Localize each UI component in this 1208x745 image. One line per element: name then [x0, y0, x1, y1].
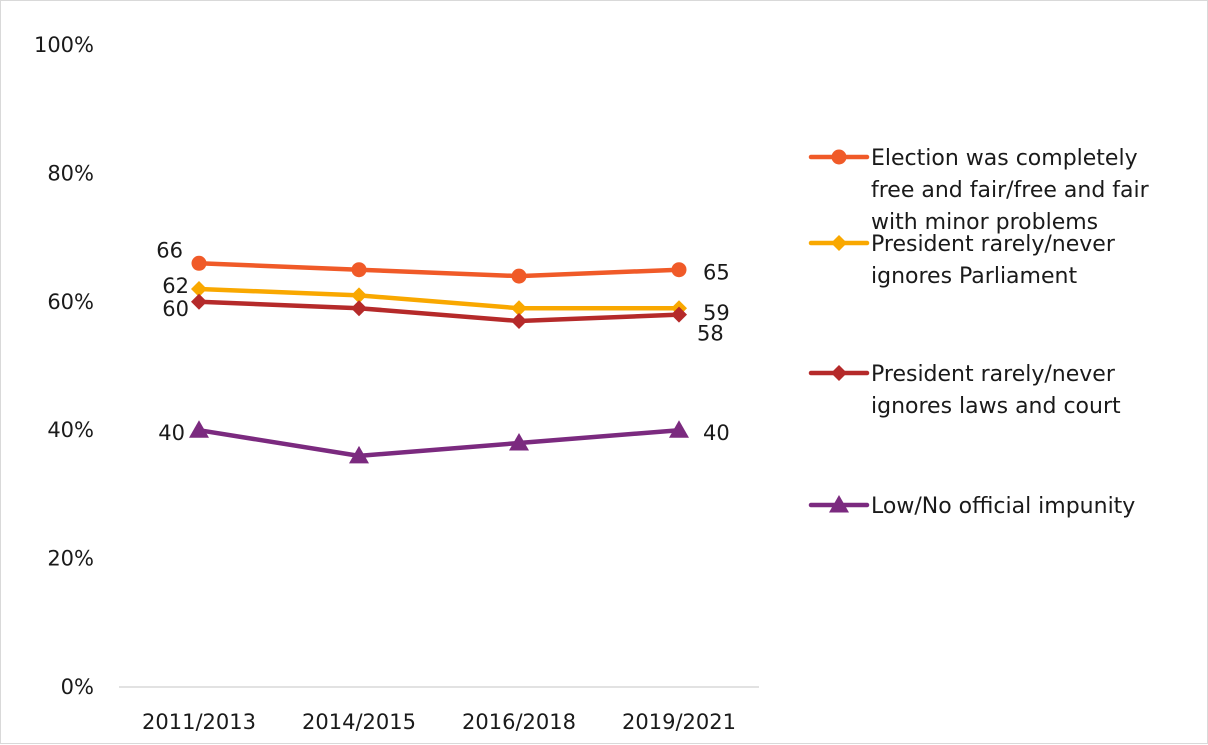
data-point	[511, 313, 527, 330]
data-point	[351, 287, 367, 304]
data-label: 40	[703, 421, 730, 445]
data-label: 65	[703, 261, 730, 285]
legend-marker	[831, 365, 847, 381]
data-label: 58	[697, 322, 724, 346]
series-line-1	[196, 261, 682, 279]
y-tick-label: 0%	[61, 675, 94, 699]
legend-label: ignores laws and court	[871, 394, 1121, 419]
data-label: 59	[703, 301, 730, 325]
axes: 0% 20% 40% 60% 80% 100% 2011/2013 2014/2015 2016…	[34, 33, 759, 734]
data-point	[669, 420, 689, 438]
data-point	[351, 300, 367, 317]
data-point	[509, 433, 529, 451]
data-point	[191, 280, 207, 297]
data-point	[191, 293, 207, 310]
plot-area	[189, 255, 689, 464]
x-tick-label: 2016/2018	[462, 710, 576, 734]
legend-label: with minor problems	[871, 210, 1098, 235]
data-point	[351, 262, 367, 278]
y-tick-label: 80%	[47, 161, 94, 185]
legend-item: President rarely/never ignores laws and c…	[808, 362, 1121, 419]
series-line-3	[196, 299, 682, 324]
data-point	[191, 255, 207, 271]
data-point	[511, 300, 527, 317]
legend-item: President rarely/never ignores Parliament	[808, 232, 1116, 289]
data-label: 66	[156, 238, 183, 262]
legend-label: President rarely/never	[871, 232, 1116, 257]
legend-label: ignores Parliament	[871, 264, 1077, 289]
y-tick-label: 100%	[34, 33, 94, 57]
legend-label: Election was completely	[871, 146, 1138, 171]
legend-item: Low/No official impunity	[808, 494, 1135, 519]
data-labels: 66 65 62 59 60 58 40 40	[156, 238, 729, 445]
legend-marker	[831, 235, 847, 251]
data-point	[671, 262, 687, 278]
data-point	[511, 268, 527, 284]
series-line-4	[196, 427, 682, 459]
data-label: 60	[162, 297, 189, 321]
y-tick-label: 60%	[47, 290, 94, 314]
legend: Election was completely free and fair/fre…	[808, 146, 1150, 519]
legend-marker	[829, 495, 849, 513]
data-point	[349, 445, 369, 464]
x-tick-label: 2019/2021	[622, 710, 736, 734]
legend-marker	[831, 149, 847, 165]
x-tick-label: 2011/2013	[142, 710, 256, 734]
series-line-2	[196, 286, 682, 311]
data-label: 40	[158, 421, 185, 445]
data-label: 62	[162, 274, 189, 298]
data-point	[189, 420, 209, 438]
legend-label: President rarely/never	[871, 362, 1116, 387]
y-tick-label: 20%	[47, 547, 94, 571]
x-tick-label: 2014/2015	[302, 710, 416, 734]
legend-label: Low/No official impunity	[871, 494, 1135, 519]
y-tick-label: 40%	[47, 418, 94, 442]
legend-item: Election was completely free and fair/fre…	[808, 146, 1150, 235]
data-point	[671, 306, 687, 323]
legend-label: free and fair/free and fair	[871, 178, 1150, 203]
